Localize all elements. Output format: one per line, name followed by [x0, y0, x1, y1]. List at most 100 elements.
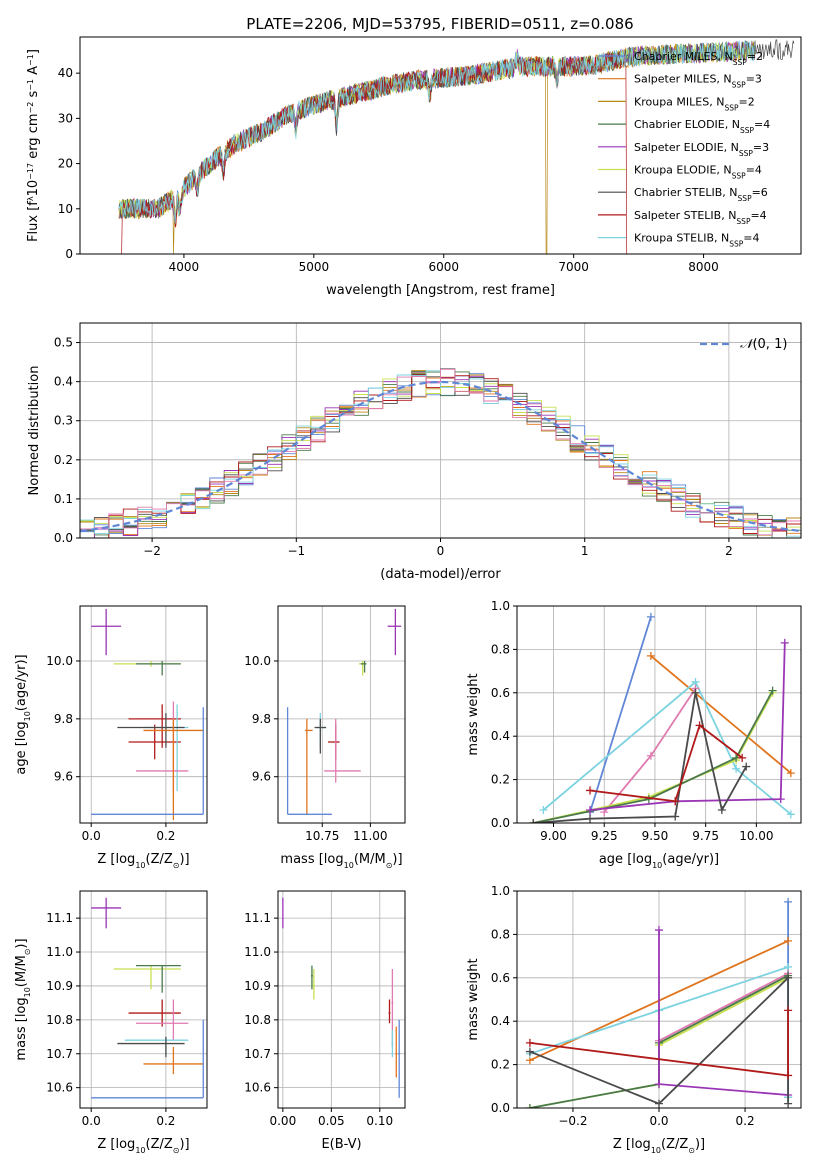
residuals-ytick-label: 0.2: [54, 453, 73, 467]
weight_vs_age-ytick-label: 0.6: [491, 686, 510, 700]
weight_vs_age-marker: [738, 753, 747, 762]
age_vs_mass-ytick-label: 10.0: [244, 654, 271, 668]
weight_vs_age-marker: [539, 805, 548, 814]
legend-label: Chabrier STELIB, NSSP=6: [634, 186, 768, 203]
mass_vs_Z-ytick-label: 10.7: [46, 1047, 73, 1061]
age_vs_mass-panel: 10.75 11.00 9.6 9.8 10.0 mass [log10(M/M⊙)]: [244, 605, 406, 870]
mass_vs_ebv-errorbar-point: [398, 1019, 401, 1098]
weight_vs_Z-xtick-label: −0.2: [558, 1114, 587, 1128]
mass_vs_Z-ylabel-part: 10: [23, 987, 32, 997]
weight_vs_Z-series-salpeter-elodie: [658, 930, 789, 1096]
age_vs_mass-ytick-label: 9.6: [252, 770, 271, 784]
spectrum-ytick-label: 40: [58, 66, 73, 80]
legend-label-text: Salpeter ELODIE, N: [634, 141, 739, 154]
weight_vs_age-xlabel-part: (age/yr)]: [662, 852, 719, 867]
weight_vs_Z-xtick-label: 0.0: [649, 1114, 668, 1128]
weight_vs_Z-series-pink: [658, 972, 789, 1042]
spectrum-xtick-label: 8000: [688, 260, 719, 274]
residuals-ytick-label: 0.4: [54, 375, 73, 389]
residuals-ytick-label: 0.0: [54, 531, 73, 545]
spectrum-ylabel-part: −2: [26, 102, 35, 114]
age_vs_Z-ylabel-part: 10: [23, 711, 32, 721]
spectrum-ylabel-part: λ: [26, 196, 35, 201]
weight_vs_age-marker: [646, 612, 655, 621]
mass_vs_Z-xlabel-part: (Z/Z: [146, 1137, 173, 1152]
residuals-xtick-label: 0: [437, 544, 445, 558]
spectrum-ylabel: Flux [fλ10−17 erg cm−2 s−1 A−1]: [26, 49, 42, 242]
weight_vs_age-series-salpeter-stelib: [589, 723, 743, 803]
age_vs_Z-errorbar-point: [91, 608, 122, 656]
weight_vs_age-marker: [646, 651, 655, 660]
legend-label-sub: SSP: [724, 103, 739, 112]
mass_vs_Z-frame: [79, 890, 208, 1109]
weight_vs_age-series-salpeter-miles: [650, 655, 792, 774]
age_vs_Z-ytick-label: 9.6: [54, 770, 73, 784]
residual-hist-pink: [80, 368, 801, 538]
weight_vs_age-marker: [695, 721, 704, 730]
weight_vs_age-series-chabrier-miles: [589, 616, 652, 813]
mass_vs_Z-xlabel-part: )]: [179, 1137, 189, 1152]
residuals-xtick-label: 1: [581, 544, 589, 558]
age_vs_Z-xlabel: Z [log10(Z/Z⊙)]: [97, 852, 189, 870]
age_vs_Z-xtick-label: 0.0: [82, 829, 101, 843]
mass_vs_ebv-xtick-label: 0.05: [318, 1114, 345, 1128]
weight_vs_age-xtick-label: 9.00: [540, 829, 567, 843]
weight_vs_age-marker: [776, 795, 785, 804]
weight_vs_Z-xlabel: Z [log10(Z/Z⊙)]: [613, 1137, 705, 1155]
mass_vs_Z-xtick-label: 0.0: [82, 1114, 101, 1128]
mass_vs_Z-points: [91, 897, 204, 1099]
mass_vs_ebv-panel: 0.00 0.05 0.10 10.6 10.7 10.8 10.9 11.0 11.1 E(B-…: [244, 890, 406, 1152]
mass_vs_ebv-xtick-label: 0.00: [269, 1114, 296, 1128]
age_vs_Z-xlabel-part: 10: [135, 861, 145, 870]
mass_vs_Z-ylabel-part: mass [log: [14, 997, 29, 1060]
spectrum-ylabel-part: 10: [26, 180, 41, 197]
weight_vs_age-xtick-label: 9.50: [642, 829, 669, 843]
weight_vs_age-marker: [717, 805, 726, 814]
spectrum-ylabel-part: Flux [f: [26, 201, 41, 242]
age_vs_mass-errorbar-point: [358, 660, 367, 676]
legend-label: Kroupa ELODIE, NSSP=4: [634, 164, 762, 181]
legend-label: Kroupa STELIB, NSSP=4: [634, 232, 759, 249]
age_vs_mass-xlabel-part: )]: [392, 852, 402, 867]
mass_vs_ebv-frame: [277, 890, 406, 1109]
spectrum-lines: [118, 39, 795, 254]
weight_vs_age-marker: [586, 814, 595, 823]
age_vs_mass-xlabel-part: mass [log: [280, 852, 343, 867]
age_vs_mass-xlabel-part: ⊙: [386, 861, 393, 870]
weight_vs_age-marker: [780, 638, 789, 647]
weight_vs_Z-xlabel-part: (Z/Z: [661, 1137, 688, 1152]
legend-label-sub: SSP: [729, 239, 744, 248]
spectrum-ylabel-part: A: [26, 66, 41, 79]
spectrum-xtick-label: 7000: [558, 260, 589, 274]
legend-label-text: Kroupa STELIB, N: [634, 232, 729, 245]
spectrum-ylabel-part: s: [26, 91, 41, 102]
residuals-xtick-label: −1: [287, 544, 305, 558]
weight_vs_age-ytick-label: 0.0: [491, 816, 510, 830]
mass_vs_Z-errorbar-point: [143, 1046, 204, 1075]
mass_vs_Z-xlabel-part: 10: [135, 1146, 145, 1155]
weight_vs_Z-marker: [784, 897, 793, 906]
legend-label-text: Chabrier ELODIE, N: [634, 118, 740, 131]
legend-label-sub: SSP: [733, 58, 748, 67]
weight_vs_Z-ylabel: mass weight: [466, 958, 481, 1040]
weight_vs_Z-marker: [655, 1099, 663, 1108]
weight_vs_age-marker: [742, 762, 751, 771]
legend-label: Salpeter ELODIE, NSSP=3: [634, 141, 769, 158]
weight_vs_Z-marker: [784, 936, 793, 945]
age_vs_mass-frame: [277, 605, 406, 824]
residuals-panel: −2 −1 0 1 2 0.0 0.1 0.2 0.3 0.4 0.5 (data-model)/er…: [27, 322, 802, 582]
mass_vs_Z-xlabel-part: ⊙: [173, 1146, 180, 1155]
weight_vs_age-ytick-label: 0.2: [491, 773, 510, 787]
age_vs_mass-errorbar-point: [328, 724, 340, 760]
spectrum-xtick-label: 6000: [428, 260, 459, 274]
spectrum-ytick-label: 30: [58, 111, 73, 125]
weight_vs_Z-frame: [516, 890, 802, 1109]
age_vs_Z-ytick-label: 9.8: [54, 712, 73, 726]
spectrum-xtick-label: 5000: [299, 260, 330, 274]
weight_vs_Z-ytick-label: 1.0: [491, 884, 510, 898]
age_vs_mass-ytick-label: 9.8: [252, 712, 271, 726]
mass_vs_ebv-ytick-label: 10.7: [244, 1047, 271, 1061]
legend-label-val: =3: [753, 141, 769, 154]
